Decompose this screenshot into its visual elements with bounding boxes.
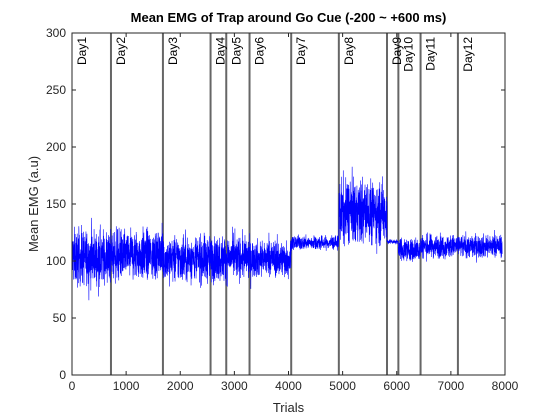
day-label: Day10 [401, 37, 415, 72]
series-line-mean-emg [71, 166, 503, 301]
day-label: Day12 [461, 37, 475, 72]
day-dividers [109, 33, 459, 375]
y-tick-label: 150 [46, 197, 66, 211]
day-label: Day1 [75, 37, 89, 65]
day-labels: Day1 Day2 Day3 Day4 Day5 Day6 Day7 Day8 Day9Day1… [75, 37, 475, 72]
x-tick-label: 2000 [167, 379, 194, 393]
plot-area [72, 33, 505, 375]
x-tick-label: 6000 [383, 379, 410, 393]
x-tick-label: 3000 [221, 379, 248, 393]
x-axis-label: Trials [273, 400, 305, 415]
day-label: Day8 [342, 37, 356, 65]
x-tick-label: 1000 [113, 379, 140, 393]
x-axis: 0 1000 2000 3000 4000 5000 6000 7000 8000 [69, 33, 519, 393]
chart-title: Mean EMG of Trap around Go Cue (-200 ~ +… [131, 10, 447, 25]
day-label: Day9 [390, 37, 404, 65]
x-tick-label: 4000 [275, 379, 302, 393]
x-tick-label: 0 [69, 379, 76, 393]
y-tick-label: 300 [46, 26, 66, 40]
y-tick-label: 100 [46, 254, 66, 268]
x-tick-label: 7000 [438, 379, 465, 393]
x-tick-label: 5000 [329, 379, 356, 393]
y-tick-label: 200 [46, 140, 66, 154]
day-label: Day4 [214, 37, 228, 65]
day-label: Day2 [114, 37, 128, 65]
y-axis: 0 50 100 150 200 250 300 [46, 26, 505, 382]
day-label: Day3 [166, 37, 180, 65]
x-tick-label: 8000 [492, 379, 519, 393]
day-label: Day7 [294, 37, 308, 65]
day-label: Day5 [229, 37, 243, 65]
day-label: Day11 [424, 37, 438, 71]
y-tick-label: 50 [53, 311, 67, 325]
day-label: Day6 [253, 37, 267, 65]
y-axis-label: Mean EMG (a.u) [26, 156, 41, 252]
y-tick-label: 0 [59, 368, 66, 382]
y-tick-label: 250 [46, 83, 66, 97]
